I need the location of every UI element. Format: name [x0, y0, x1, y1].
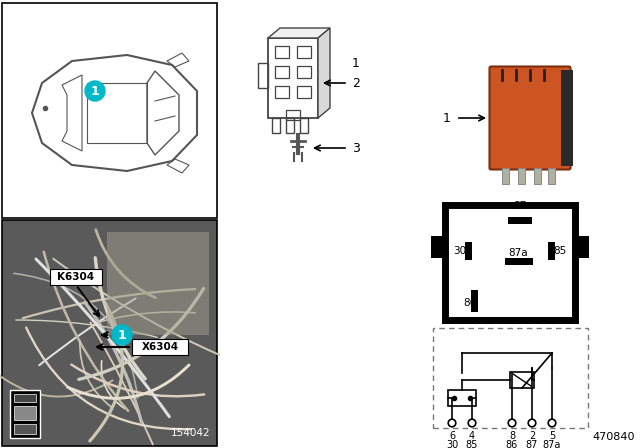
Bar	[297, 66, 311, 78]
Bar	[50, 269, 102, 285]
Bar	[10, 390, 40, 438]
Circle shape	[112, 325, 132, 345]
Text: 154042: 154042	[170, 428, 210, 438]
Bar	[534, 168, 541, 184]
Text: 87a: 87a	[508, 248, 528, 258]
Bar	[561, 70, 573, 166]
Text: 85: 85	[466, 440, 478, 448]
Bar	[433, 328, 588, 428]
Text: 3: 3	[352, 142, 360, 155]
Text: 1: 1	[118, 328, 126, 341]
Bar	[14, 394, 36, 402]
Bar	[505, 258, 533, 265]
Polygon shape	[318, 28, 330, 118]
FancyBboxPatch shape	[490, 66, 570, 169]
Text: 30: 30	[446, 440, 458, 448]
Text: X6304: X6304	[141, 342, 179, 352]
Text: 1: 1	[91, 85, 99, 98]
Circle shape	[85, 81, 105, 101]
Bar	[272, 118, 280, 133]
Bar	[107, 232, 209, 335]
Bar	[275, 86, 289, 98]
Text: 86: 86	[463, 298, 476, 308]
Bar	[14, 424, 36, 434]
Bar	[297, 86, 311, 98]
Text: 470840: 470840	[593, 432, 635, 442]
Bar	[548, 168, 555, 184]
Text: K6304: K6304	[58, 272, 95, 282]
Text: 87: 87	[513, 201, 527, 211]
Text: 1: 1	[443, 112, 451, 125]
Text: 85: 85	[554, 246, 567, 256]
Bar	[258, 63, 268, 88]
Text: 5: 5	[549, 431, 555, 441]
Text: 87a: 87a	[543, 440, 561, 448]
Bar	[448, 390, 476, 406]
Bar	[297, 46, 311, 58]
Bar	[575, 236, 589, 258]
Text: 8: 8	[509, 431, 515, 441]
Text: 2: 2	[352, 77, 360, 90]
Bar	[132, 339, 188, 355]
Bar	[445, 205, 575, 320]
Bar	[510, 372, 534, 388]
Text: 4: 4	[469, 431, 475, 441]
Bar	[87, 83, 147, 143]
Bar	[471, 290, 478, 312]
Bar	[275, 46, 289, 58]
Bar	[465, 242, 472, 260]
Bar	[518, 168, 525, 184]
Text: 87: 87	[526, 440, 538, 448]
Bar	[286, 110, 300, 120]
Bar	[508, 217, 532, 224]
Text: 2: 2	[529, 431, 535, 441]
Bar	[2, 220, 217, 446]
Text: 86: 86	[506, 440, 518, 448]
Bar	[14, 406, 36, 420]
Bar	[2, 3, 217, 218]
Text: 6: 6	[449, 431, 455, 441]
Polygon shape	[268, 28, 330, 38]
Text: 30: 30	[453, 246, 466, 256]
Bar	[300, 118, 308, 133]
Bar	[275, 66, 289, 78]
Bar	[286, 118, 294, 133]
Bar	[548, 242, 555, 260]
Bar	[431, 236, 445, 258]
Text: 1: 1	[352, 56, 360, 69]
Bar	[502, 168, 509, 184]
